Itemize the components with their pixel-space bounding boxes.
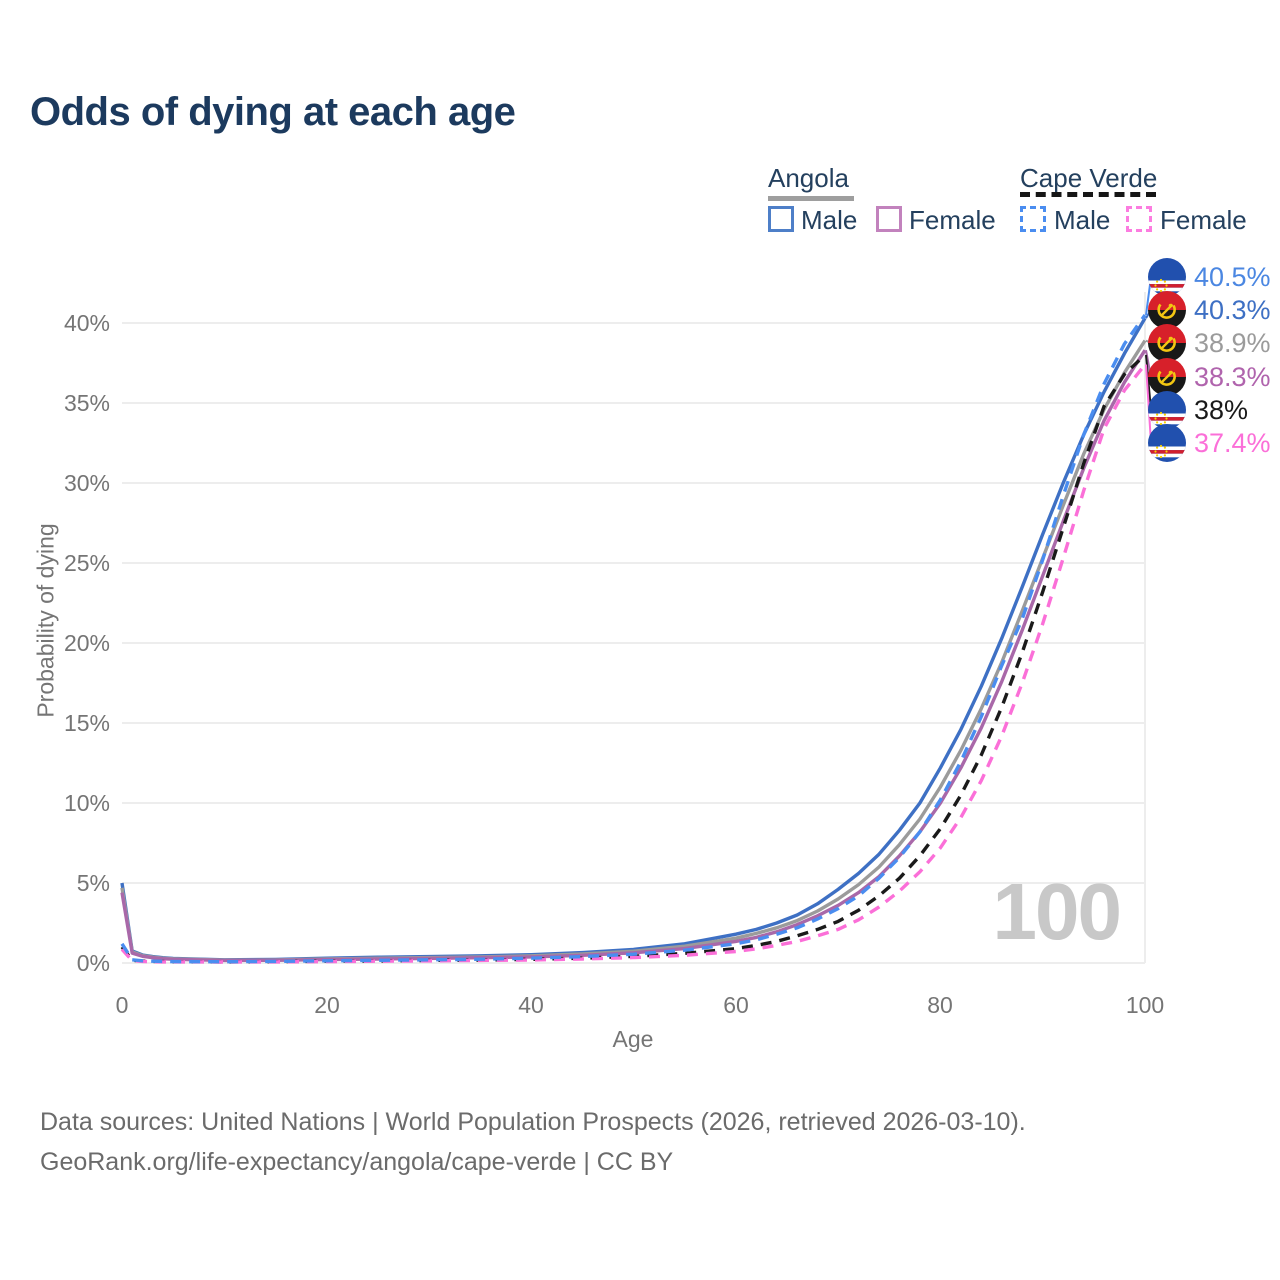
y-axis-label: Probability of dying (32, 523, 59, 718)
x-tick-40: 40 (518, 992, 544, 1018)
legend-group-capeverde-label: Cape Verde (1020, 163, 1158, 193)
end-value: 38% (1194, 394, 1249, 425)
data-sources-text: Data sources: United Nations | World Pop… (40, 1108, 1026, 1136)
cape-verde-line-sample (1020, 192, 1156, 197)
cape-verde-flag-icon (1148, 424, 1186, 462)
angola-line-sample (768, 196, 854, 201)
end-value: 40.3% (1194, 294, 1271, 325)
legend-group-angola-label: Angola (768, 163, 849, 193)
end-value: 40.5% (1194, 261, 1271, 292)
x-tick-0: 0 (115, 992, 129, 1018)
page-title: Odds of dying at each age (30, 90, 516, 134)
y-tick-10: 10% (63, 790, 110, 816)
legend-checkbox-angola-male[interactable] (768, 206, 794, 232)
end-label-angola-male: 40.3% (1148, 291, 1271, 329)
legend-checkbox-angola-female[interactable] (876, 206, 902, 232)
y-tick-20: 20% (63, 630, 110, 656)
end-value: 38.9% (1194, 327, 1271, 358)
legend-label-angola-male[interactable]: Male (801, 205, 858, 235)
end-label-capeverde-female: 37.4% (1148, 424, 1271, 462)
line-cape-verde-male (120, 314, 1147, 964)
line-angola-male (120, 317, 1147, 962)
attribution-text: GeoRank.org/life-expectancy/angola/cape-… (40, 1148, 674, 1176)
end-label-capeverde-male: 40.5% (1148, 258, 1271, 296)
end-label-angola-both: 38.9% (1148, 324, 1271, 362)
angola-flag-icon (1148, 324, 1186, 362)
x-tick-60: 60 (723, 992, 749, 1018)
legend-checkbox-capeverde-male[interactable] (1020, 206, 1046, 232)
x-axis-label: Age (612, 1026, 654, 1052)
end-value: 37.4% (1194, 427, 1271, 458)
x-tick-80: 80 (927, 992, 953, 1018)
y-tick-35: 35% (63, 390, 110, 416)
y-tick-30: 30% (63, 470, 110, 496)
end-value: 38.3% (1194, 361, 1271, 392)
y-tick-25: 25% (63, 550, 110, 576)
end-label-angola-female: 38.3% (1148, 358, 1271, 396)
legend-label-capeverde-female[interactable]: Female (1160, 205, 1247, 235)
legend-label-capeverde-male[interactable]: Male (1054, 205, 1111, 235)
x-tick-20: 20 (314, 992, 340, 1018)
y-tick-40: 40% (63, 310, 110, 336)
end-label-capeverde-both: 38% (1148, 391, 1248, 429)
age-watermark: 100 (992, 867, 1122, 956)
x-tick-100: 100 (1125, 992, 1165, 1018)
y-tick-5: 5% (76, 870, 110, 896)
legend-checkbox-capeverde-female[interactable] (1126, 206, 1152, 232)
legend-label-angola-female[interactable]: Female (909, 205, 996, 235)
y-tick-15: 15% (63, 710, 110, 736)
y-tick-0: 0% (76, 950, 110, 976)
